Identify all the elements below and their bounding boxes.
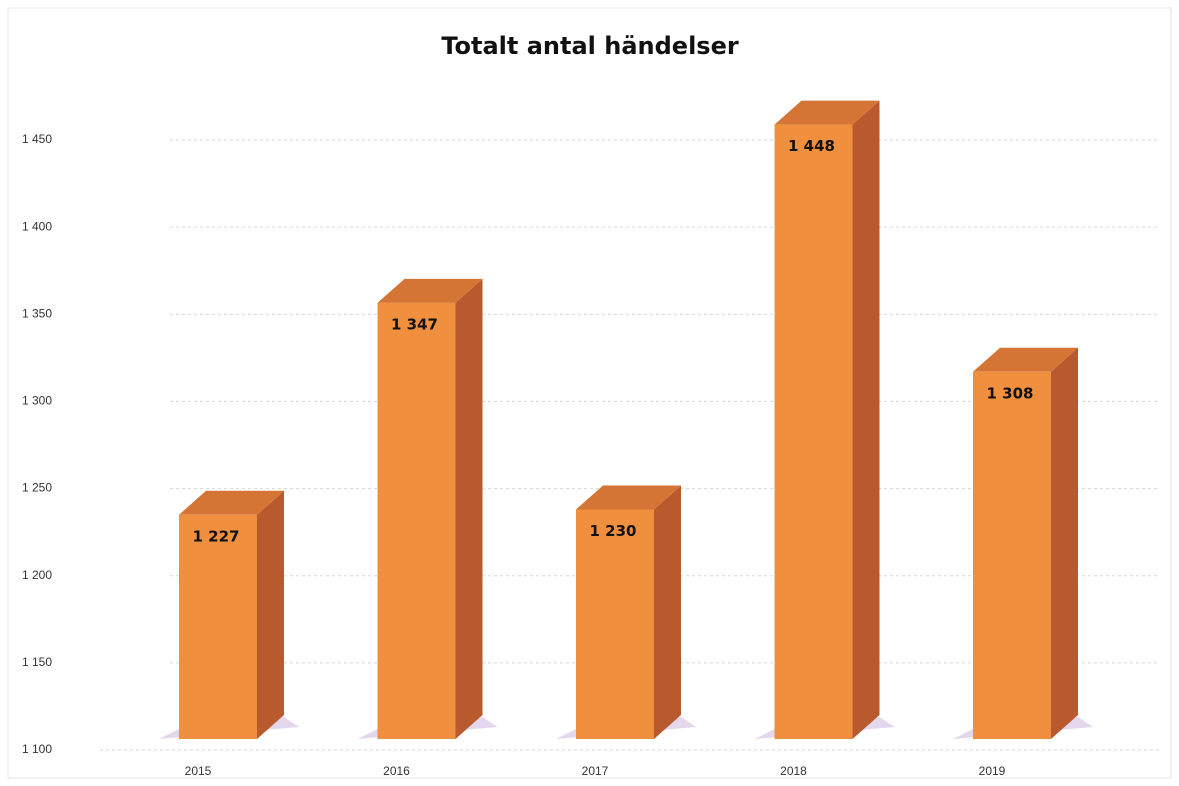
bar-front [179,514,257,739]
bar-front [576,509,654,739]
x-tick-label: 2019 [979,764,1006,778]
bar-top [377,278,483,303]
bar-side [257,490,284,739]
x-tick-label: 2016 [383,764,410,778]
bar [953,347,1093,739]
bar [357,278,498,739]
bar [556,485,696,739]
value-label: 1 308 [987,384,1034,402]
bar-side [852,100,880,740]
chart-title: Totalt antal händelser [441,32,739,60]
value-label: 1 230 [590,522,637,540]
y-tick-label: 1 150 [22,655,52,669]
bar-top [576,485,681,510]
bar-front [774,124,853,740]
x-tick-label: 2018 [780,764,807,778]
value-label: 1 347 [391,315,438,333]
bar-side [1051,347,1078,739]
bar-front [377,302,456,739]
value-label: 1 448 [788,137,835,155]
y-tick-label: 1 450 [22,132,52,146]
bar-front [973,371,1051,739]
bar [159,490,299,739]
bar-side [455,278,483,739]
y-tick-label: 1 350 [22,306,52,320]
bar-top [774,100,880,125]
chart-border [7,7,1172,779]
x-tick-label: 2017 [582,764,609,778]
value-label: 1 227 [193,527,240,545]
y-tick-label: 1 100 [22,742,52,756]
x-tick-label: 2015 [185,764,212,778]
bar-side [654,485,681,739]
y-tick-label: 1 250 [22,481,52,495]
y-tick-label: 1 400 [22,219,52,233]
bar [754,100,895,740]
bar-top [973,347,1078,372]
y-tick-label: 1 200 [22,568,52,582]
y-tick-label: 1 300 [22,394,52,408]
bar-top [179,490,284,515]
